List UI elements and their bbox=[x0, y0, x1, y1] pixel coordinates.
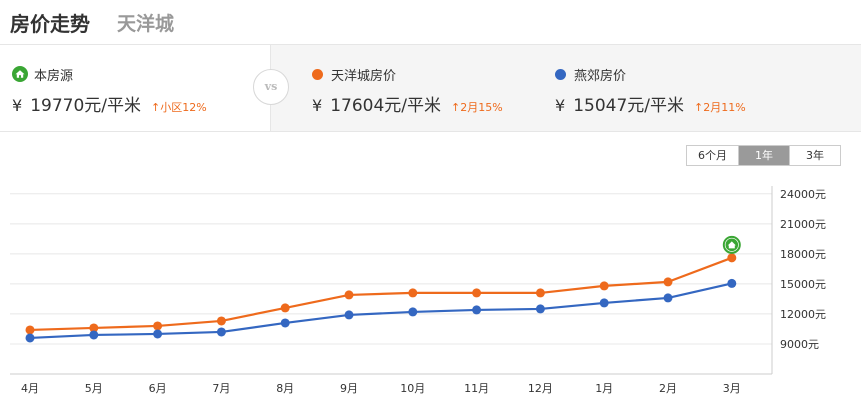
data-point bbox=[663, 293, 673, 303]
community-dot-icon bbox=[312, 68, 323, 80]
district-label: 燕郊房价 bbox=[574, 68, 627, 84]
data-point bbox=[89, 323, 99, 333]
data-point bbox=[344, 310, 354, 320]
data-point bbox=[25, 325, 35, 335]
district-change: ↑2月11% bbox=[694, 101, 746, 114]
community-name: 天洋城 bbox=[117, 13, 175, 35]
district-card: 燕郊房价 ¥ 15047元/平米 ↑2月11% bbox=[555, 65, 746, 116]
period-selector: 6个月 1年 3年 bbox=[686, 145, 841, 166]
data-point bbox=[153, 329, 163, 339]
x-tick-label: 1月 bbox=[595, 382, 613, 395]
y-tick-label: 15000元 bbox=[780, 278, 826, 291]
data-point bbox=[344, 290, 354, 300]
vs-badge: vs bbox=[253, 69, 289, 105]
tab-1-year[interactable]: 1年 bbox=[738, 146, 789, 165]
data-point bbox=[727, 253, 737, 263]
data-point bbox=[663, 277, 673, 287]
price-trend-chart: 9000元 12000元 15000元 18000元 21000元 24000元 4月 5月 6… bbox=[10, 186, 826, 395]
data-point bbox=[280, 318, 290, 328]
data-point bbox=[599, 298, 609, 308]
tab-3-years[interactable]: 3年 bbox=[789, 146, 840, 165]
y-tick-label: 9000元 bbox=[780, 338, 819, 351]
page-title: 房价走势 bbox=[10, 12, 90, 36]
community-card: 天洋城房价 ¥ 17604元/平米 ↑2月15% bbox=[312, 65, 503, 116]
x-tick-label: 11月 bbox=[464, 382, 489, 395]
data-point bbox=[472, 288, 482, 298]
y-tick-label: 21000元 bbox=[780, 218, 826, 231]
district-dot-icon bbox=[555, 68, 566, 80]
x-tick-label: 10月 bbox=[400, 382, 425, 395]
this-house-panel bbox=[0, 45, 270, 131]
x-tick-label: 12月 bbox=[528, 382, 553, 395]
x-tick-label: 8月 bbox=[276, 382, 294, 395]
series-line bbox=[29, 282, 733, 340]
home-icon bbox=[12, 66, 28, 82]
community-price: 17604元/平米 bbox=[330, 96, 441, 116]
x-tick-label: 3月 bbox=[723, 382, 741, 395]
currency-symbol: ¥ bbox=[312, 96, 323, 115]
y-tick-label: 24000元 bbox=[780, 188, 826, 201]
this-house-price: 19770元/平米 bbox=[30, 96, 141, 116]
x-tick-label: 4月 bbox=[21, 382, 39, 395]
data-point bbox=[599, 281, 609, 291]
currency-symbol: ¥ bbox=[555, 96, 566, 115]
house-marker-icon bbox=[722, 235, 741, 254]
this-house-card: 本房源 ¥ 19770元/平米 ↑小区12% bbox=[12, 65, 207, 116]
comparison-panel bbox=[270, 45, 861, 131]
currency-symbol: ¥ bbox=[12, 96, 23, 115]
district-price: 15047元/平米 bbox=[573, 96, 684, 116]
data-point bbox=[408, 307, 418, 317]
data-point bbox=[535, 304, 545, 314]
tab-6-months[interactable]: 6个月 bbox=[687, 146, 738, 165]
y-tick-label: 12000元 bbox=[780, 308, 826, 321]
y-tick-label: 18000元 bbox=[780, 248, 826, 261]
page-header: 房价走势 天洋城 bbox=[0, 0, 861, 44]
this-house-label: 本房源 bbox=[34, 68, 74, 84]
data-point bbox=[280, 303, 290, 313]
x-tick-label: 2月 bbox=[659, 382, 677, 395]
community-change: ↑2月15% bbox=[451, 101, 503, 114]
x-tick-label: 6月 bbox=[149, 382, 167, 395]
community-label: 天洋城房价 bbox=[331, 68, 397, 84]
data-point bbox=[472, 305, 482, 315]
data-point bbox=[25, 333, 35, 343]
data-point bbox=[216, 316, 226, 326]
data-point bbox=[535, 288, 545, 298]
data-point bbox=[408, 288, 418, 298]
price-summary: 本房源 ¥ 19770元/平米 ↑小区12% vs 天洋城房价 ¥ 17604元… bbox=[0, 44, 861, 132]
data-point bbox=[216, 327, 226, 337]
x-tick-label: 5月 bbox=[85, 382, 103, 395]
series-line bbox=[29, 256, 733, 332]
x-tick-label: 7月 bbox=[212, 382, 230, 395]
data-point bbox=[89, 330, 99, 340]
data-point bbox=[727, 278, 737, 288]
data-point bbox=[153, 321, 163, 331]
x-tick-label: 9月 bbox=[340, 382, 358, 395]
this-house-change: ↑小区12% bbox=[151, 101, 207, 114]
